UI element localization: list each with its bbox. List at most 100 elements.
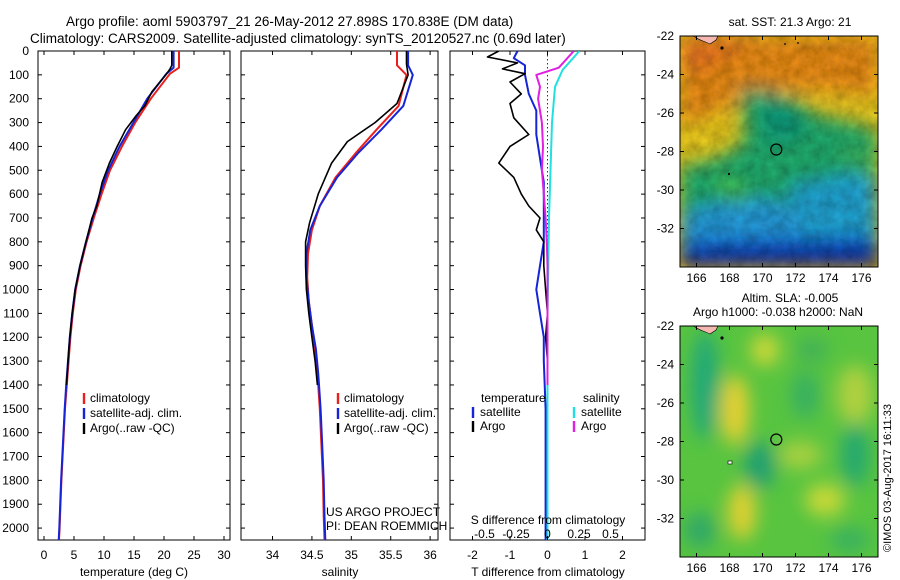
sst-field [680,36,878,267]
map-x-tick-label: 166 [686,561,706,575]
map-x-tick-label: 170 [752,271,772,285]
sla-map-panel: Altim. SLA: -0.005 Argo h1000: -0.038 h2… [657,291,879,575]
map-x-tick-label: 168 [719,271,739,285]
sst-argo-location-marker [770,143,783,156]
x-tick-label: 35.5 [379,548,403,562]
salinity-panel: 34 34.5 35 35.5 36 salinity climatologysatel… [240,50,447,579]
depth-tick-label: 1300 [2,354,29,368]
x-tick-label: 34.5 [300,548,324,562]
depth-tick-label: 1500 [2,402,29,416]
legend-entry: Argo(..raw -QC) [90,421,175,435]
map-y-tick-label: -30 [657,183,675,197]
legend-entry: satellite [480,405,521,419]
map-x-tick-label: 174 [818,271,838,285]
s-difference-label: S difference from climatology [471,513,626,527]
map-y-tick-label: -28 [657,435,675,449]
series-line-2-1 [486,51,549,385]
map-y-tick-label: -26 [657,396,675,410]
map-y-tick-label: -28 [657,145,675,159]
legend-entry: satellite-adj. clim. [344,406,436,420]
x-tick-label: 0 [41,548,48,562]
x-tick-label: 5 [71,548,78,562]
difference-panel: -2 -1 0 1 2 S difference from climatology -0… [449,50,646,579]
depth-tick-label: 1000 [2,283,29,297]
series-line-2-3 [535,51,575,385]
legend-heading-salinity: salinity [583,391,620,405]
depth-tick-label: 1200 [2,330,29,344]
top-tick-label: 0.5 [602,527,619,541]
map-x-tick-label: 168 [719,561,739,575]
map-x-tick-label: 172 [785,271,805,285]
x-tick-label: 15 [127,548,141,562]
series-line-1-2 [304,51,409,386]
map-x-tick-label: 172 [785,561,805,575]
depth-tick-label: 600 [9,187,29,201]
project-annotation-line1: US ARGO PROJECT [326,505,441,519]
depth-tick-label: 100 [9,68,29,82]
map-x-tick-label: 176 [851,561,871,575]
legend-entry: climatology [90,391,150,405]
depth-tick-label: 700 [9,211,29,225]
project-annotation-line2: PI: DEAN ROEMMICH [326,519,447,533]
sla-map-title-line2: Argo h1000: -0.038 h2000: NaN [693,305,863,319]
map-y-tick-label: -22 [657,319,675,333]
x-tick-label: 20 [157,548,171,562]
depth-tick-label: 800 [9,235,29,249]
top-tick-label: -0.25 [502,527,530,541]
map-x-tick-label: 176 [851,271,871,285]
sla-map-title-line1: Altim. SLA: -0.005 [742,291,839,305]
depth-tick-label: 1700 [2,450,29,464]
series-line-0-2 [65,51,173,386]
x-tick-label: 36 [423,548,437,562]
depth-tick-label: 1800 [2,473,29,487]
sla-argo-location-marker [770,433,783,446]
series-line-2-0 [512,51,547,540]
legend-entry: satellite-adj. clim. [90,406,182,420]
imos-credit: ©IMOS 03-Aug-2017 16:11:33 [882,404,894,552]
sst-map-panel: sat. SST: 21.3 Argo: 21 [657,15,879,285]
x-tick-label: 35 [345,548,359,562]
x-tick-label: -2 [467,548,478,562]
figure-title-line2: Climatology: CARS2009. Satellite-adjuste… [30,31,566,46]
map-x-tick-label: 174 [818,561,838,575]
series-line-2-2 [546,51,581,540]
legend-entry: satellite [581,405,622,419]
x-tick-label: 34 [266,548,280,562]
depth-tick-label: 1100 [3,306,29,320]
map-x-tick-label: 170 [752,561,772,575]
t-difference-label: T difference from climatology [471,565,625,579]
map-y-tick-label: -24 [657,68,675,82]
depth-axis-labels: 0 100 200 300 400 500 600 700 800 900 1000 1100 1200… [2,44,29,535]
salinity-xlabel: salinity [322,565,359,579]
x-tick-label: 25 [187,548,201,562]
depth-tick-label: 0 [22,44,29,58]
top-tick-label: 0 [544,527,551,541]
top-tick-label: 0.25 [567,527,591,541]
map-y-tick-label: -32 [657,222,675,236]
depth-tick-label: 500 [9,163,29,177]
x-tick-label: 0 [544,548,551,562]
sla-field [680,326,878,557]
x-tick-label: 2 [619,548,626,562]
x-tick-label: 10 [97,548,111,562]
sst-map-title: sat. SST: 21.3 Argo: 21 [729,15,852,29]
x-tick-label: -1 [505,548,516,562]
series-line-1-1 [305,51,414,540]
map-y-tick-label: -22 [657,29,675,43]
legend-heading-temperature: temperature [481,391,546,405]
map-x-tick-label: 166 [686,271,706,285]
legend-entry: climatology [344,391,404,405]
map-y-tick-label: -26 [657,106,675,120]
depth-tick-label: 400 [9,139,29,153]
map-y-tick-label: -32 [657,512,675,526]
top-tick-label: -0.5 [474,527,495,541]
map-y-tick-label: -30 [657,473,675,487]
depth-tick-label: 900 [9,259,29,273]
series-line-0-0 [58,51,180,540]
legend-entry: Argo [480,419,506,433]
depth-tick-label: 2000 [2,521,29,535]
depth-tick-label: 1600 [2,426,29,440]
legend-entry: Argo(..raw -QC) [344,421,429,435]
